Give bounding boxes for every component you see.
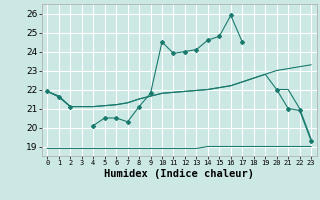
X-axis label: Humidex (Indice chaleur): Humidex (Indice chaleur) xyxy=(104,169,254,179)
